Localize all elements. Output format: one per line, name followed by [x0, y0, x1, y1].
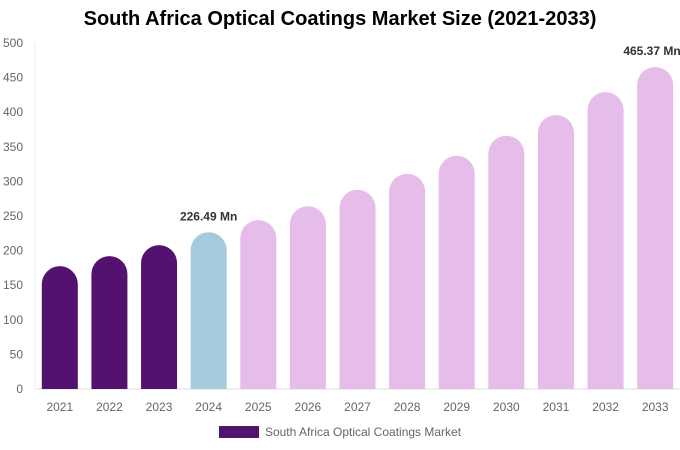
bar-2025 [240, 220, 277, 389]
bar-2033 [637, 66, 674, 389]
bar-2027 [339, 189, 376, 389]
x-tick-label: 2024 [195, 400, 222, 414]
bar-2028 [389, 173, 426, 389]
x-tick-label: 2022 [96, 400, 123, 414]
x-tick-label: 2021 [46, 400, 73, 414]
data-label-2024: 226.49 Mn [180, 209, 237, 223]
chart-title: South Africa Optical Coatings Market Siz… [83, 8, 597, 30]
x-tick-label: 2033 [642, 400, 669, 414]
y-tick-label: 100 [3, 313, 23, 327]
y-tick-label: 50 [10, 347, 24, 361]
bar-2022 [91, 256, 128, 389]
bar-2031 [537, 114, 574, 389]
x-tick-label: 2025 [245, 400, 272, 414]
y-tick-label: 450 [3, 71, 23, 85]
y-tick-label: 0 [16, 382, 23, 396]
bar-2024 [190, 232, 227, 389]
bar-2032 [587, 92, 624, 389]
y-tick-label: 400 [3, 105, 23, 119]
y-tick-label: 300 [3, 174, 23, 188]
y-tick-label: 150 [3, 278, 23, 292]
legend-swatch [218, 426, 259, 438]
bar-2023 [141, 245, 178, 389]
bar-2030 [488, 135, 525, 389]
x-tick-label: 2030 [493, 400, 520, 414]
x-tick-label: 2027 [344, 400, 371, 414]
x-tick-label: 2028 [394, 400, 421, 414]
data-label-2033: 465.37 Mn [623, 44, 680, 58]
x-tick-label: 2032 [592, 400, 619, 414]
legend: South Africa Optical Coatings Market [0, 425, 680, 439]
y-tick-label: 350 [3, 140, 23, 154]
x-tick-label: 2026 [295, 400, 322, 414]
bar-2029 [438, 155, 475, 389]
bar-2021 [41, 266, 78, 389]
y-tick-label: 250 [3, 209, 23, 223]
x-tick-label: 2023 [146, 400, 173, 414]
x-tick-label: 2031 [543, 400, 570, 414]
bar-2026 [289, 206, 326, 389]
legend-label: South Africa Optical Coatings Market [264, 425, 462, 439]
y-tick-label: 500 [3, 36, 23, 50]
x-tick-label: 2029 [443, 400, 470, 414]
y-tick-label: 200 [3, 244, 23, 258]
